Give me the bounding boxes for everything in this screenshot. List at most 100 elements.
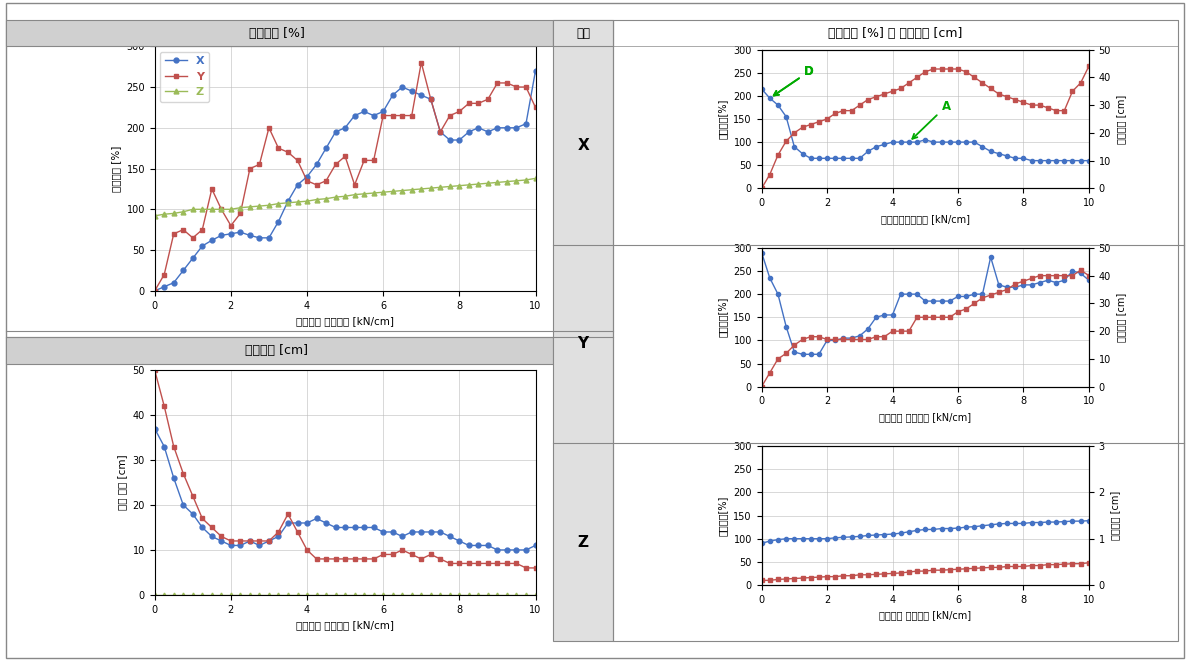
Y bbox=[433, 128, 447, 136]
X bbox=[443, 136, 457, 144]
X bbox=[186, 254, 200, 262]
Y bbox=[176, 225, 190, 233]
Y bbox=[148, 287, 162, 295]
Z bbox=[376, 188, 390, 196]
X bbox=[433, 128, 447, 136]
X bbox=[167, 279, 181, 287]
X-axis label: 적층고무 수평강성 [kN/cm]: 적층고무 수평강성 [kN/cm] bbox=[879, 412, 971, 422]
Y bbox=[300, 176, 314, 184]
Y bbox=[386, 112, 400, 120]
X bbox=[281, 197, 295, 205]
Y bbox=[376, 112, 390, 120]
Z bbox=[433, 183, 447, 191]
Y bbox=[347, 181, 362, 189]
Z bbox=[148, 212, 162, 220]
Z bbox=[338, 192, 352, 200]
X bbox=[157, 283, 171, 291]
Z bbox=[300, 197, 314, 205]
Y bbox=[319, 176, 333, 184]
Line: X: X bbox=[152, 68, 538, 293]
Z bbox=[481, 179, 495, 187]
Z bbox=[195, 206, 209, 214]
Y bbox=[328, 161, 343, 169]
X bbox=[205, 237, 219, 245]
Y bbox=[481, 95, 495, 103]
X bbox=[414, 91, 428, 99]
Z bbox=[167, 210, 181, 217]
X bbox=[271, 217, 286, 225]
Text: 가속노비 [%] 및 응답변위 [cm]: 가속노비 [%] 및 응답변위 [cm] bbox=[828, 26, 963, 40]
X bbox=[519, 120, 533, 128]
Y bbox=[167, 230, 181, 238]
Z bbox=[233, 204, 248, 212]
Z bbox=[205, 206, 219, 214]
Z bbox=[290, 198, 305, 206]
X-axis label: 적층고무 수평강성 [kN/cm]: 적층고무 수평강성 [kN/cm] bbox=[879, 610, 971, 620]
Y bbox=[509, 83, 524, 91]
X bbox=[386, 91, 400, 99]
Y bbox=[357, 157, 371, 165]
Z bbox=[328, 193, 343, 201]
Y bbox=[443, 112, 457, 120]
Z bbox=[395, 186, 409, 194]
X bbox=[424, 95, 438, 103]
Y bbox=[338, 153, 352, 161]
Y bbox=[424, 95, 438, 103]
X bbox=[528, 67, 543, 75]
Y bbox=[233, 210, 248, 217]
Z bbox=[490, 178, 505, 186]
Z bbox=[357, 190, 371, 198]
Text: A: A bbox=[913, 100, 951, 139]
X bbox=[338, 124, 352, 132]
Z bbox=[528, 175, 543, 182]
X bbox=[262, 234, 276, 242]
X-axis label: 석층고무수평강성 [kN/cm]: 석층고무수평강성 [kN/cm] bbox=[881, 214, 970, 223]
X bbox=[252, 234, 267, 242]
Y bbox=[490, 79, 505, 87]
Text: X: X bbox=[577, 138, 589, 153]
X bbox=[462, 128, 476, 136]
Y-axis label: 가속노비[%]: 가속노비[%] bbox=[718, 98, 728, 139]
Y-axis label: 응답변위 [cm]: 응답변위 [cm] bbox=[1116, 95, 1127, 143]
X bbox=[233, 228, 248, 236]
Text: Y: Y bbox=[577, 336, 589, 351]
X bbox=[319, 144, 333, 152]
Y-axis label: 가속노비[%]: 가속노비[%] bbox=[718, 495, 728, 536]
Z bbox=[252, 202, 267, 210]
Y bbox=[500, 79, 514, 87]
Z bbox=[462, 181, 476, 189]
X-axis label: 직층고무 수평강성 [kN/cm]: 직층고무 수평강성 [kN/cm] bbox=[296, 620, 394, 630]
X bbox=[309, 161, 324, 169]
Z bbox=[271, 200, 286, 208]
Y bbox=[252, 161, 267, 169]
X bbox=[300, 173, 314, 180]
Y bbox=[395, 112, 409, 120]
Z bbox=[243, 203, 257, 211]
Z bbox=[443, 182, 457, 190]
Y-axis label: 가속노비[%]: 가속노비[%] bbox=[718, 297, 728, 338]
X bbox=[357, 108, 371, 116]
X bbox=[176, 266, 190, 274]
Text: Z: Z bbox=[577, 535, 589, 549]
Y bbox=[157, 270, 171, 278]
Z bbox=[519, 176, 533, 184]
X bbox=[148, 287, 162, 295]
Text: 방향: 방향 bbox=[576, 26, 590, 40]
Z bbox=[281, 199, 295, 207]
Y bbox=[471, 99, 486, 107]
Z bbox=[186, 206, 200, 214]
Text: D: D bbox=[774, 65, 814, 95]
Y bbox=[262, 124, 276, 132]
Y-axis label: 가속노비 [%]: 가속노비 [%] bbox=[111, 145, 121, 192]
X bbox=[347, 112, 362, 120]
X bbox=[376, 108, 390, 116]
Y bbox=[214, 206, 228, 214]
Y-axis label: 응답변위 [cm]: 응답변위 [cm] bbox=[1110, 491, 1120, 540]
Y bbox=[462, 99, 476, 107]
Z bbox=[424, 184, 438, 192]
Text: D: D bbox=[774, 65, 814, 95]
Z bbox=[214, 206, 228, 214]
Z bbox=[319, 195, 333, 203]
Z bbox=[224, 206, 238, 214]
Y-axis label: 응답 변위 [cm]: 응답 변위 [cm] bbox=[117, 455, 127, 510]
